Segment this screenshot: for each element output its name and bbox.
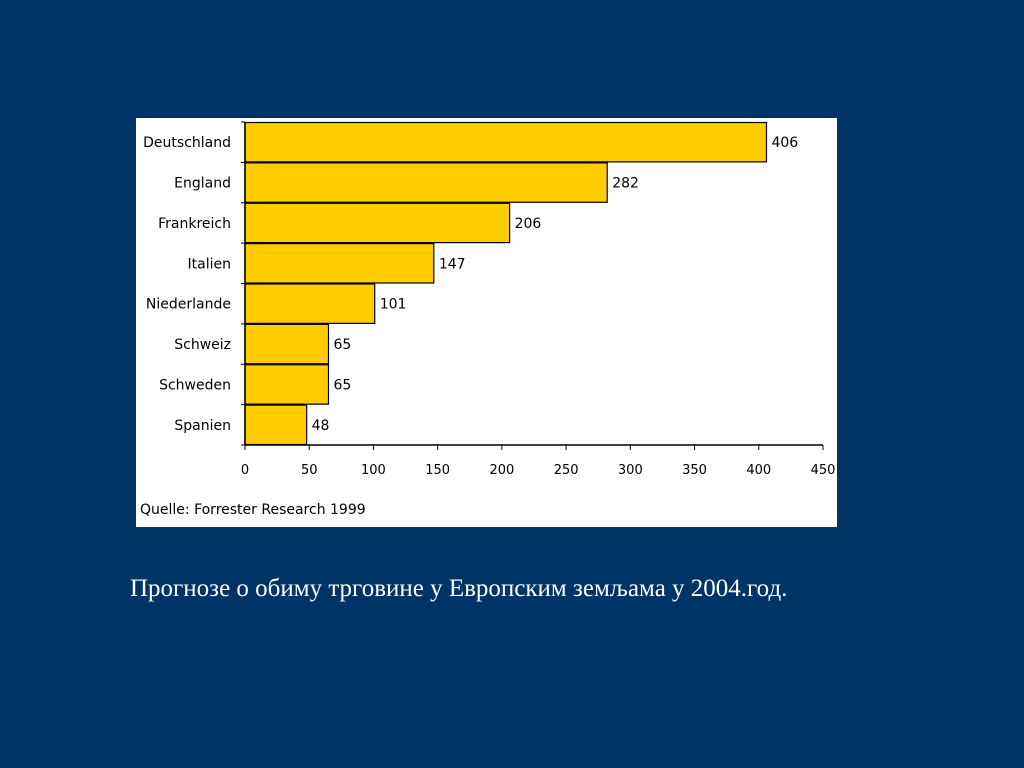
x-tick-label: 50	[301, 463, 318, 478]
bar-england	[244, 162, 608, 203]
category-label: Italien	[188, 256, 231, 272]
bar-schweden	[244, 364, 330, 405]
chart-panel: Deutschland 406 England 282 Frankreich 206 Ita…	[136, 118, 837, 527]
data-label: 147	[439, 256, 466, 272]
data-label: 282	[612, 176, 639, 192]
slide-caption: Прогнозе о обиму трговине у Европским зе…	[130, 575, 788, 602]
x-tick-label: 300	[618, 463, 643, 478]
chart-source-note: Quelle: Forrester Research 1999	[140, 502, 366, 518]
x-tick-label: 150	[425, 463, 450, 478]
category-label: Schweden	[159, 377, 231, 393]
data-label: 65	[333, 377, 351, 393]
x-tick-label: 250	[554, 463, 579, 478]
x-tick-label: 200	[489, 463, 514, 478]
data-label: 101	[380, 297, 407, 313]
category-label: Deutschland	[143, 135, 231, 151]
category-label: England	[174, 176, 231, 192]
category-label: Frankreich	[158, 216, 231, 232]
bar-chart: Deutschland 406 England 282 Frankreich 206 Ita…	[143, 121, 836, 478]
x-tick-label: 100	[361, 463, 386, 478]
bar-niederlande	[244, 283, 376, 324]
category-label: Schweiz	[174, 337, 231, 353]
data-label: 48	[312, 418, 330, 434]
bar-deutschland	[244, 121, 768, 163]
x-tick-label: 450	[811, 463, 836, 478]
bar-italien	[244, 243, 435, 284]
bar-spanien	[244, 404, 308, 446]
x-tick-label: 400	[746, 463, 771, 478]
data-label: 206	[515, 216, 542, 232]
data-label: 65	[333, 337, 351, 353]
category-label: Niederlande	[146, 297, 231, 313]
category-label: Spanien	[174, 418, 231, 434]
data-label: 406	[771, 135, 798, 151]
x-tick-label: 0	[241, 463, 249, 478]
bar-schweiz	[244, 323, 330, 365]
x-tick-label: 350	[682, 463, 707, 478]
bar-frankreich	[244, 202, 511, 244]
